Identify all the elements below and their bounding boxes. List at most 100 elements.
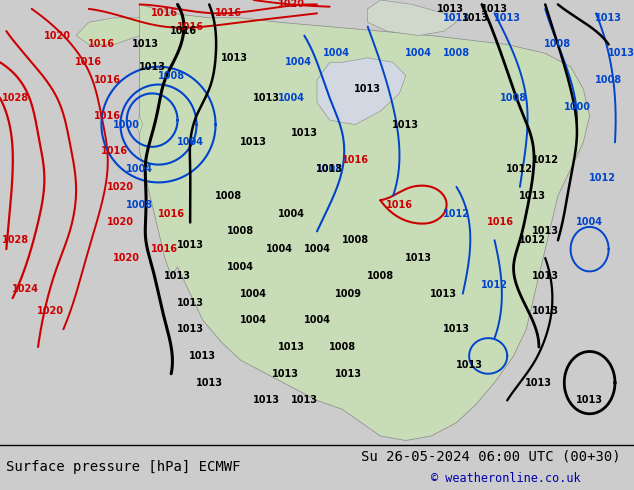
Text: 1013: 1013 (240, 137, 267, 147)
Text: 1016: 1016 (171, 26, 197, 36)
Text: 1013: 1013 (437, 4, 463, 14)
Text: 1013: 1013 (177, 240, 204, 250)
Text: 1016: 1016 (488, 218, 514, 227)
Text: 1012: 1012 (443, 209, 470, 219)
Text: 1016: 1016 (215, 8, 242, 18)
Text: 1008: 1008 (228, 226, 254, 236)
Text: 1020: 1020 (278, 0, 305, 9)
Text: 1012: 1012 (589, 173, 616, 183)
Text: 1008: 1008 (316, 164, 343, 174)
Text: 1016: 1016 (88, 40, 115, 49)
Text: 1013: 1013 (481, 4, 508, 14)
Text: 1013: 1013 (494, 13, 521, 23)
Text: 1008: 1008 (215, 191, 242, 201)
Text: 1004: 1004 (278, 93, 305, 103)
Text: 1012: 1012 (519, 235, 546, 245)
Text: 1013: 1013 (456, 360, 482, 370)
Text: 1009: 1009 (335, 289, 362, 298)
Text: Su 26-05-2024 06:00 UTC (00+30): Su 26-05-2024 06:00 UTC (00+30) (361, 450, 621, 464)
Text: 1013: 1013 (164, 271, 191, 281)
Text: 1016: 1016 (152, 8, 178, 18)
Text: 1013: 1013 (272, 369, 299, 379)
Text: 1013: 1013 (532, 306, 559, 317)
Text: 1016: 1016 (101, 147, 127, 156)
Text: 1004: 1004 (576, 218, 603, 227)
Text: 1008: 1008 (443, 49, 470, 58)
Text: 1016: 1016 (158, 209, 184, 219)
Text: 1013: 1013 (608, 49, 634, 58)
Text: 1020: 1020 (44, 30, 70, 41)
Text: 1004: 1004 (126, 164, 153, 174)
Text: 1008: 1008 (342, 235, 368, 245)
Text: 1008: 1008 (545, 40, 571, 49)
Text: 1013: 1013 (443, 13, 470, 23)
Text: 1013: 1013 (278, 342, 305, 352)
Text: 1008: 1008 (126, 199, 153, 210)
Text: 1004: 1004 (240, 289, 267, 298)
Text: 1004: 1004 (323, 49, 349, 58)
Text: 1004: 1004 (285, 57, 311, 67)
Text: 1016: 1016 (94, 111, 121, 121)
Text: 1000: 1000 (113, 120, 140, 129)
Text: 1020: 1020 (107, 218, 134, 227)
Polygon shape (76, 18, 139, 45)
Polygon shape (139, 4, 590, 441)
Text: 1024: 1024 (12, 284, 39, 294)
Text: 1013: 1013 (291, 395, 318, 405)
Text: 1004: 1004 (266, 244, 292, 254)
Text: 1016: 1016 (75, 57, 102, 67)
Polygon shape (368, 0, 456, 36)
Text: 1013: 1013 (221, 53, 248, 63)
Text: 1013: 1013 (177, 297, 204, 308)
Text: 1013: 1013 (443, 324, 470, 334)
Text: 1004: 1004 (278, 209, 305, 219)
Text: © weatheronline.co.uk: © weatheronline.co.uk (431, 472, 581, 485)
Polygon shape (136, 116, 143, 133)
Text: 1016: 1016 (386, 199, 413, 210)
Text: 1004: 1004 (177, 137, 204, 147)
Text: 1004: 1004 (304, 244, 330, 254)
Text: 1013: 1013 (190, 351, 216, 361)
Text: 1028: 1028 (3, 93, 29, 103)
Text: 1004: 1004 (240, 316, 267, 325)
Text: 1020: 1020 (113, 253, 140, 263)
Text: 1013: 1013 (253, 395, 280, 405)
Text: 1013: 1013 (576, 395, 603, 405)
Text: 1004: 1004 (405, 49, 432, 58)
Text: 1013: 1013 (532, 271, 559, 281)
Text: 1013: 1013 (335, 369, 362, 379)
Text: 1013: 1013 (354, 84, 381, 94)
Text: 1013: 1013 (253, 93, 280, 103)
Text: 1008: 1008 (329, 342, 356, 352)
Text: 1004: 1004 (304, 316, 330, 325)
Text: 1016: 1016 (94, 75, 121, 85)
Text: 1013: 1013 (462, 13, 489, 23)
Text: 1012: 1012 (481, 280, 508, 290)
Text: 1013: 1013 (316, 164, 343, 174)
Text: 1013: 1013 (595, 13, 622, 23)
Polygon shape (317, 58, 406, 124)
Text: 1008: 1008 (500, 93, 527, 103)
Text: 1020: 1020 (107, 182, 134, 192)
Text: 1013: 1013 (133, 40, 159, 49)
Text: 1020: 1020 (37, 306, 64, 317)
Text: 1004: 1004 (228, 262, 254, 272)
Text: 1016: 1016 (177, 22, 204, 32)
Text: 1008: 1008 (158, 71, 184, 81)
Text: 1028: 1028 (3, 235, 29, 245)
Text: 1013: 1013 (532, 226, 559, 236)
Text: Surface pressure [hPa] ECMWF: Surface pressure [hPa] ECMWF (6, 461, 241, 474)
Text: 1012: 1012 (532, 155, 559, 165)
Text: 1013: 1013 (519, 191, 546, 201)
Text: 1013: 1013 (139, 62, 165, 72)
Text: 1000: 1000 (564, 102, 590, 112)
Text: 1016: 1016 (152, 244, 178, 254)
Text: 1013: 1013 (405, 253, 432, 263)
Text: 1013: 1013 (430, 289, 457, 298)
Text: 1016: 1016 (342, 155, 368, 165)
Text: 1008: 1008 (367, 271, 394, 281)
Text: 1013: 1013 (526, 378, 552, 388)
Text: 1013: 1013 (196, 378, 223, 388)
Text: 1012: 1012 (507, 164, 533, 174)
Text: 1008: 1008 (595, 75, 622, 85)
